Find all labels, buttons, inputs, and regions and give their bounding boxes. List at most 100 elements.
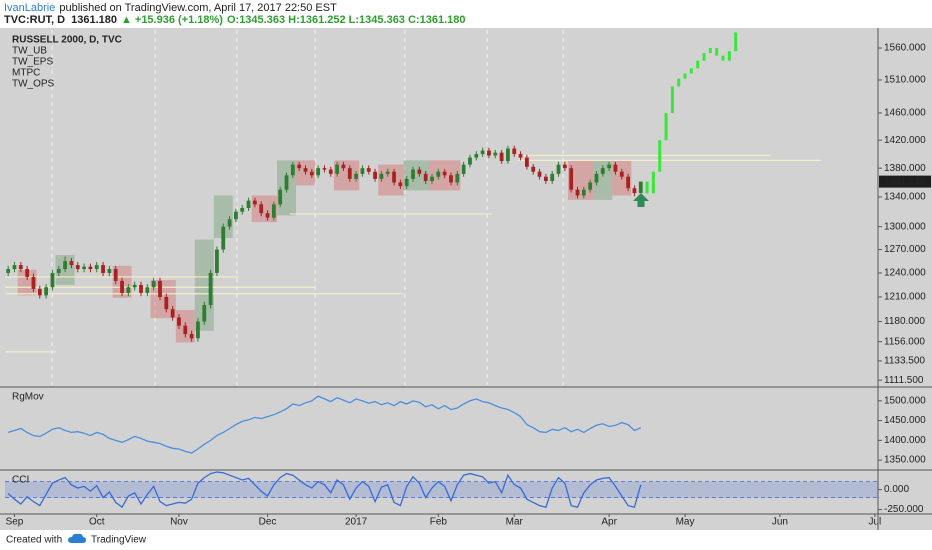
indicator-name: TW_OPS (12, 79, 55, 90)
projection-bar (645, 181, 649, 194)
candle-body (259, 204, 264, 214)
candle-body (234, 211, 238, 220)
y-tick-label: 1180.000 (884, 316, 925, 327)
projection-bar (702, 53, 706, 61)
candle-body (373, 171, 377, 179)
candle-body (265, 213, 270, 218)
candle-body (461, 164, 466, 174)
candle-body (506, 148, 510, 162)
band (5, 481, 878, 498)
projection-bar (651, 171, 655, 194)
zone (194, 239, 214, 331)
candle-body (189, 334, 194, 339)
header-bar (0, 0, 932, 28)
projection-bar (670, 86, 674, 113)
zone (378, 164, 404, 196)
candle-body (88, 266, 93, 270)
y-tick-label: 0.000 (884, 484, 909, 495)
projection-bar (696, 60, 700, 69)
candle-body (322, 168, 327, 170)
candle-body (607, 164, 612, 169)
candle-body (525, 157, 529, 167)
candle-body (360, 168, 365, 174)
y-tick-label: 1340.000 (884, 192, 926, 203)
chart-title: RUSSELL 2000, D, TVC (12, 35, 122, 46)
candle-body (449, 175, 453, 183)
candle-body (512, 148, 517, 155)
candle-body (278, 189, 283, 205)
y-tick-label: 1380.000 (884, 163, 926, 174)
candle-body (392, 171, 396, 183)
candle-body (18, 265, 23, 270)
candle-body (487, 150, 491, 156)
publish-line: IvanLabrie published on TradingView.com, … (4, 2, 337, 14)
y-tick-label: 1133.500 (884, 356, 925, 367)
x-tick-label: May (676, 517, 695, 528)
candle-body (132, 284, 137, 288)
y-tick-label: 1560.000 (884, 43, 926, 54)
publish-info: published on TradingView.com, April 17, … (59, 2, 337, 14)
x-tick-label: Feb (430, 517, 448, 528)
candle-body (297, 164, 302, 169)
candle-body (562, 164, 567, 169)
candle-body (120, 280, 124, 293)
candle-body (398, 182, 403, 187)
zone (593, 160, 613, 200)
candle-body (227, 219, 232, 227)
indicator-name: MTPC (12, 68, 40, 79)
symbol: TVC:RUT, D (4, 14, 65, 26)
candle-body (145, 287, 150, 293)
candle-body (139, 284, 143, 293)
candle-body (328, 169, 333, 174)
change: +15.936 (+1.18%) (135, 14, 223, 26)
candle-body (619, 171, 624, 177)
candle-body (575, 189, 580, 196)
projection-bar (677, 78, 681, 87)
brand-name[interactable]: TradingView (91, 535, 147, 546)
x-tick-label: Oct (89, 517, 105, 528)
candle-body (75, 265, 80, 270)
candle-body (290, 164, 295, 176)
candle-body (385, 171, 390, 174)
candle-body (177, 317, 181, 326)
x-tick-label: Jul (868, 517, 881, 528)
candle-body (113, 269, 118, 281)
indicator-line (7, 471, 642, 509)
candle-body (354, 173, 358, 179)
candle-body (183, 325, 188, 335)
candle-body (284, 175, 289, 190)
candle-body (474, 154, 479, 158)
candle-body (518, 154, 523, 158)
candle-body (404, 178, 409, 187)
candle-body (82, 266, 86, 270)
candle-body (196, 321, 200, 339)
x-tick-label: Dec (259, 517, 277, 528)
candle-body (126, 287, 131, 293)
author[interactable]: IvanLabrie (4, 2, 55, 14)
candle-body (101, 265, 105, 273)
session-separators (51, 30, 564, 385)
candle-body (468, 157, 472, 165)
pane-title: CCI (12, 475, 29, 486)
quote-line: TVC:RUT, D 1361.180 ▲ +15.936 (+1.18%) O:134… (4, 14, 465, 26)
candle-body (31, 276, 36, 289)
change-arrow: ▲ (121, 14, 132, 26)
y-tick-label: 1420.000 (884, 135, 926, 146)
x-tick-label: Sep (6, 517, 24, 528)
y-tick-label: 1156.000 (884, 336, 925, 347)
candle-body (499, 152, 504, 162)
candle-body (493, 152, 498, 156)
y-tick-label: 1240.000 (884, 268, 926, 279)
created-with: Created with (6, 535, 62, 546)
candle-body (37, 288, 42, 296)
y-tick-label: 1210.000 (884, 292, 926, 303)
y-tick-label: 1460.000 (884, 108, 926, 119)
indicator-name: TW_UB (12, 46, 47, 57)
candle-body (417, 169, 422, 174)
candle-body (271, 204, 276, 218)
candle-body (632, 188, 637, 194)
candle-body (240, 208, 245, 212)
candle-body (69, 261, 74, 266)
candle-body (550, 173, 555, 182)
